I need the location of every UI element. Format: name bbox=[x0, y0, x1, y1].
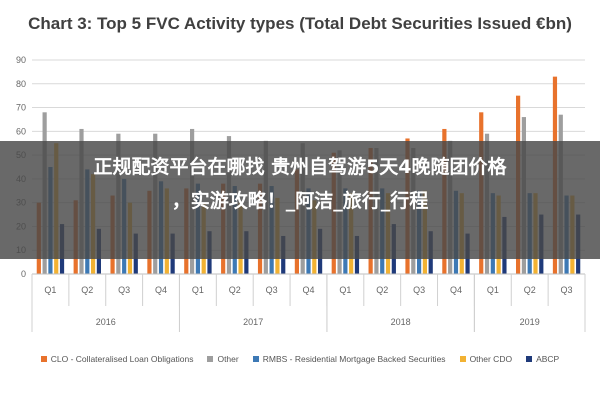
legend-swatch bbox=[40, 356, 47, 362]
legend-label: RMBS - Residential Mortgage Backed Secur… bbox=[262, 354, 446, 364]
year-label: 2018 bbox=[391, 317, 411, 327]
x-tick-label: Q1 bbox=[192, 285, 204, 295]
x-tick-label: Q4 bbox=[302, 285, 314, 295]
legend-item: CLO - Collateralised Loan Obligations bbox=[40, 354, 194, 364]
legend-swatch bbox=[459, 356, 466, 362]
x-tick-label: Q2 bbox=[376, 285, 388, 295]
x-tick-label: Q4 bbox=[450, 285, 462, 295]
chart-title: Chart 3: Top 5 FVC Activity types (Total… bbox=[28, 14, 572, 33]
legend-item: ABCP bbox=[526, 354, 559, 364]
legend-item: Other CDO bbox=[459, 354, 513, 364]
x-tick-label: Q2 bbox=[81, 285, 93, 295]
y-tick-label: 60 bbox=[16, 126, 26, 136]
banner-overlay[interactable] bbox=[0, 141, 600, 259]
banner-line-2: ，实游攻略！_阿洁_旅行_行程 bbox=[171, 190, 429, 212]
x-tick-label: Q3 bbox=[118, 285, 130, 295]
x-tick-label: Q3 bbox=[561, 285, 573, 295]
y-tick-label: 70 bbox=[16, 103, 26, 113]
y-tick-label: 80 bbox=[16, 79, 26, 89]
banner-line-1: 正规配资平台在哪找 贵州自驾游5天4晚随团价格 bbox=[93, 156, 507, 178]
x-tick-label: Q2 bbox=[229, 285, 241, 295]
x-tick-label: Q3 bbox=[413, 285, 425, 295]
legend-swatch bbox=[252, 356, 259, 362]
year-label: 2017 bbox=[243, 317, 263, 327]
legend-swatch bbox=[207, 356, 214, 362]
legend-label: CLO - Collateralised Loan Obligations bbox=[50, 354, 194, 364]
legend-label: Other bbox=[217, 354, 239, 364]
banner-text[interactable]: 正规配资平台在哪找 贵州自驾游5天4晚随团价格 ，实游攻略！_阿洁_旅行_行程 bbox=[10, 150, 590, 218]
x-tick-label: Q1 bbox=[44, 285, 56, 295]
legend-label: Other CDO bbox=[469, 354, 513, 364]
legend-label: ABCP bbox=[536, 354, 560, 364]
x-axis: Q1 Q2 Q3 Q4 Q1 Q2 Q3 Q4 Q1 Q2 Q3 Q4 Q1 Q2 Q3 2016 2017 20… bbox=[31, 273, 586, 332]
x-tick-label: Q3 bbox=[266, 285, 278, 295]
x-tick-label: Q1 bbox=[487, 285, 499, 295]
year-label: 2016 bbox=[96, 317, 116, 327]
legend: CLO - Collateralised Loan Obligations Oth… bbox=[0, 351, 600, 367]
y-tick-label: 0 bbox=[21, 269, 26, 279]
year-label: 2019 bbox=[520, 317, 540, 327]
x-tick-label: Q2 bbox=[524, 285, 536, 295]
x-tick-label: Q4 bbox=[155, 285, 167, 295]
y-tick-label: 90 bbox=[16, 55, 26, 65]
legend-item: Other bbox=[207, 354, 239, 364]
legend-swatch bbox=[526, 356, 533, 362]
legend-item: RMBS - Residential Mortgage Backed Secur… bbox=[252, 354, 446, 364]
x-tick-label: Q1 bbox=[339, 285, 351, 295]
